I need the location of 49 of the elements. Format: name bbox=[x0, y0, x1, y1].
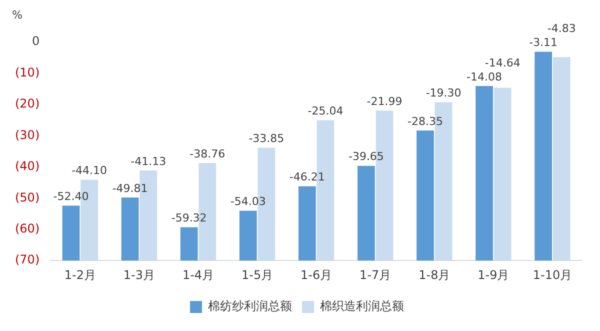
data-label: -14.08 bbox=[466, 70, 502, 84]
data-label: -4.83 bbox=[547, 22, 576, 36]
y-tick-label: (50) bbox=[14, 190, 40, 204]
y-tick-label: (30) bbox=[14, 128, 40, 142]
data-label: -46.21 bbox=[289, 170, 325, 184]
data-label: -39.65 bbox=[348, 150, 384, 164]
data-label: -19.30 bbox=[426, 86, 462, 100]
x-tick-label: 1-6月 bbox=[300, 268, 332, 282]
data-label: -21.99 bbox=[366, 95, 402, 108]
data-label: -44.10 bbox=[72, 164, 108, 178]
bar bbox=[358, 166, 375, 261]
bar bbox=[121, 198, 139, 261]
data-label: -3.11 bbox=[529, 36, 558, 50]
legend-label: 棉织造利润总额 bbox=[320, 299, 404, 314]
bar bbox=[416, 130, 434, 261]
data-label: -33.85 bbox=[248, 132, 284, 146]
bar bbox=[534, 52, 552, 261]
bar bbox=[552, 57, 570, 261]
x-tick-label: 1-9月 bbox=[478, 268, 510, 282]
y-tick-label: (70) bbox=[14, 252, 40, 267]
x-tick-label: 1-5月 bbox=[241, 268, 274, 282]
data-label: -49.81 bbox=[112, 182, 148, 195]
bar bbox=[62, 206, 80, 261]
x-tick-label: 1-8月 bbox=[418, 268, 450, 282]
bar bbox=[180, 227, 198, 261]
x-tick-label: 1-7月 bbox=[360, 268, 392, 282]
x-tick-label: 1-2月 bbox=[64, 268, 96, 282]
data-label: -28.35 bbox=[408, 114, 443, 128]
data-label: -38.76 bbox=[190, 147, 226, 160]
bar bbox=[239, 210, 257, 261]
data-label: -52.40 bbox=[53, 190, 89, 203]
x-tick-label: 1-4月 bbox=[182, 268, 214, 282]
y-tick-label: (20) bbox=[14, 96, 40, 111]
y-tick-label: (40) bbox=[14, 159, 40, 174]
data-label: -41.13 bbox=[130, 154, 166, 168]
y-axis-title: % bbox=[12, 8, 22, 22]
y-tick-label: 0 bbox=[32, 34, 40, 48]
legend-label: 棉纺纱利润总额 bbox=[208, 299, 292, 314]
bar bbox=[494, 88, 512, 261]
data-label: -59.32 bbox=[171, 212, 207, 225]
y-tick-label: (60) bbox=[14, 221, 40, 236]
bar bbox=[476, 86, 493, 261]
data-label: -54.03 bbox=[230, 195, 266, 208]
y-tick-label: (10) bbox=[14, 65, 40, 80]
x-tick-label: 1-3月 bbox=[123, 268, 155, 282]
x-tick-label: 1-10月 bbox=[532, 268, 572, 282]
data-label: -25.04 bbox=[308, 104, 344, 118]
bar bbox=[298, 186, 316, 261]
data-label: -14.64 bbox=[484, 56, 520, 70]
